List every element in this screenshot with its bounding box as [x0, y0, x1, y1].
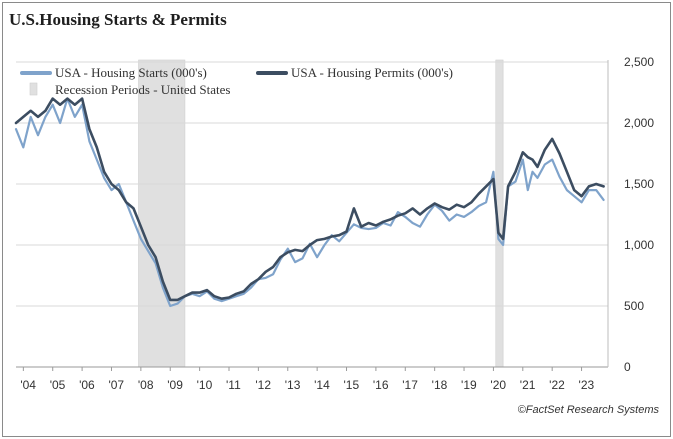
legend: USA - Housing Starts (000's) USA - Housin… [20, 65, 453, 97]
legend-label-recession: Recession Periods - United States [55, 82, 230, 97]
x-tick-label: '17 [402, 378, 418, 392]
x-tick-label: '11 [226, 378, 241, 392]
x-tick-label: '20 [490, 378, 506, 392]
y-tick-label: 2,500 [624, 55, 654, 69]
y-tick-label: 500 [624, 299, 644, 313]
x-tick-label: '19 [461, 378, 477, 392]
tick-labels: 0 500 1,000 1,500 2,000 2,500 '04 '05 '06 '07 '08 '… [20, 55, 654, 392]
x-tick-label: '16 [373, 378, 389, 392]
series-line-housing-permits [14, 97, 605, 302]
x-tick-label: '14 [314, 378, 330, 392]
x-tick-label: '09 [167, 378, 183, 392]
x-tick-label: '10 [197, 378, 213, 392]
chart-title: U.S.Housing Starts & Permits [9, 10, 227, 29]
series-lines [14, 97, 605, 308]
x-tick-label: '08 [138, 378, 154, 392]
y-tick-label: 0 [624, 360, 631, 374]
x-tick-label: '21 [520, 378, 536, 392]
y-tick-label: 2,000 [624, 116, 654, 130]
legend-swatch-recession [29, 82, 38, 96]
x-tick-label: '15 [344, 378, 360, 392]
x-tick-label: '22 [549, 378, 565, 392]
recession-band [138, 59, 186, 368]
y-tick-label: 1,500 [624, 177, 654, 191]
recession-bands [138, 59, 504, 368]
x-tick-label: '05 [50, 378, 66, 392]
axes [16, 60, 609, 371]
gridlines [16, 61, 608, 307]
x-tick-label: '13 [285, 378, 301, 392]
x-tick-label: '12 [255, 378, 271, 392]
x-tick-label: '04 [20, 378, 36, 392]
source-note: ©FactSet Research Systems [517, 404, 659, 416]
x-tick-label: '06 [79, 378, 95, 392]
legend-label-housing-starts: USA - Housing Starts (000's) [55, 65, 207, 80]
x-tick-label: '18 [432, 378, 448, 392]
legend-label-housing-permits: USA - Housing Permits (000's) [291, 65, 453, 80]
series-line-housing-starts [14, 97, 605, 308]
y-tick-label: 1,000 [624, 238, 654, 252]
x-tick-label: '23 [579, 378, 595, 392]
x-tick-label: '07 [108, 378, 124, 392]
